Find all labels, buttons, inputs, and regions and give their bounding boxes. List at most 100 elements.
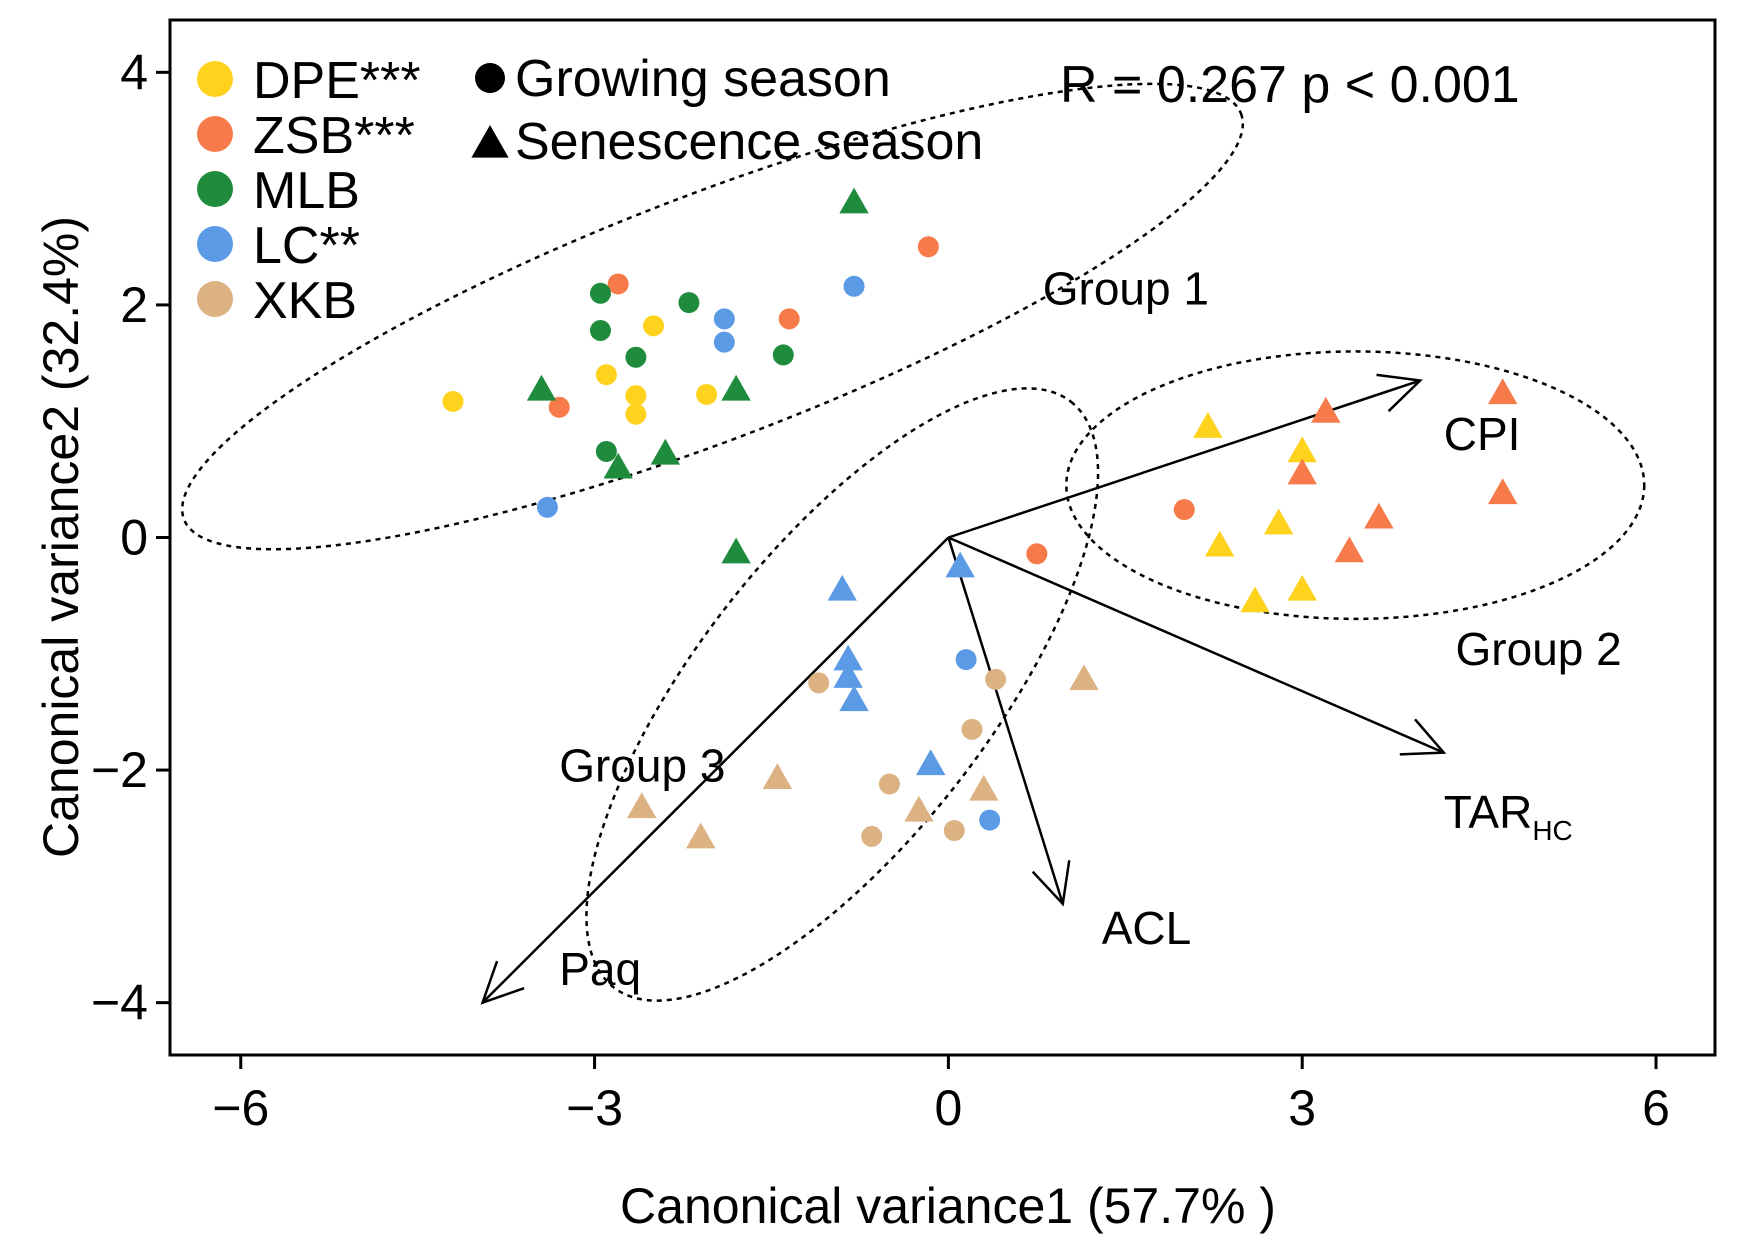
vector-line bbox=[947, 536, 1445, 754]
x-tick-label: −6 bbox=[212, 1080, 269, 1136]
data-point-triangle bbox=[627, 792, 657, 819]
vector-line bbox=[481, 536, 950, 1004]
group-ellipse bbox=[1065, 350, 1646, 621]
data-point-circle bbox=[778, 308, 800, 330]
data-point-triangle bbox=[1287, 574, 1317, 601]
group-ellipse bbox=[180, 82, 1245, 551]
data-point-circle bbox=[808, 672, 830, 694]
data-point-triangle bbox=[1488, 478, 1518, 505]
data-point-circle bbox=[979, 809, 1001, 831]
data-point-triangle bbox=[1263, 508, 1294, 535]
data-point-circle bbox=[861, 825, 883, 847]
legend-site-marker bbox=[197, 61, 233, 97]
group-label: Group 1 bbox=[1043, 262, 1209, 314]
data-point-circle bbox=[713, 308, 735, 330]
legend-site-marker bbox=[197, 116, 233, 152]
data-point-triangle bbox=[969, 774, 999, 801]
data-point-circle bbox=[536, 496, 558, 518]
data-point-circle bbox=[625, 403, 647, 425]
legend-season-label: Growing season bbox=[515, 50, 891, 108]
data-point-circle bbox=[985, 668, 1007, 690]
group-label: Group 2 bbox=[1456, 623, 1622, 675]
data-point-triangle bbox=[1311, 396, 1341, 423]
y-tick-label: 4 bbox=[120, 44, 148, 100]
data-point-circle bbox=[678, 292, 700, 314]
data-point-triangle bbox=[839, 685, 869, 712]
data-point-circle bbox=[607, 273, 629, 295]
data-point-triangle bbox=[1488, 378, 1518, 405]
data-point-circle bbox=[772, 344, 794, 366]
data-point-circle bbox=[878, 773, 900, 795]
legend-season-marker bbox=[475, 63, 505, 93]
data-point-circle bbox=[1173, 499, 1195, 521]
vector-label: CPI bbox=[1444, 408, 1521, 460]
legend-season-marker bbox=[471, 125, 509, 158]
data-point-triangle bbox=[839, 187, 869, 214]
legend-site-label: MLB bbox=[253, 162, 360, 220]
vector-label: Paq bbox=[559, 943, 641, 995]
legend-season-label: Senescence season bbox=[515, 113, 983, 171]
data-point-triangle bbox=[833, 644, 863, 671]
vector-arrowhead bbox=[1399, 718, 1447, 756]
data-point-triangle bbox=[686, 822, 716, 849]
group-ellipse bbox=[585, 387, 1100, 1002]
legend-site-marker bbox=[197, 226, 233, 262]
data-point-circle bbox=[1026, 543, 1048, 565]
x-tick-label: 0 bbox=[934, 1080, 962, 1136]
stat-text: R = 0.267 p < 0.001 bbox=[1060, 56, 1520, 114]
data-point-triangle bbox=[1287, 458, 1317, 485]
data-point-triangle bbox=[916, 749, 946, 776]
data-point-triangle bbox=[1069, 664, 1099, 691]
data-point-triangle bbox=[721, 537, 751, 564]
data-point-triangle bbox=[827, 574, 857, 601]
x-axis-label: Canonical variance1 (57.7% ) bbox=[620, 1178, 1276, 1234]
data-point-circle bbox=[548, 396, 570, 418]
data-point-circle bbox=[713, 331, 735, 353]
x-tick-label: 3 bbox=[1288, 1080, 1316, 1136]
data-point-circle bbox=[696, 383, 718, 405]
vector-label: TARHC bbox=[1444, 786, 1573, 846]
legend-site-label: DPE*** bbox=[253, 52, 421, 110]
data-point-triangle bbox=[1364, 502, 1394, 529]
data-point-triangle bbox=[1334, 536, 1365, 563]
data-point-circle bbox=[625, 385, 647, 407]
data-point-circle bbox=[589, 320, 611, 341]
data-point-triangle bbox=[603, 452, 633, 479]
legend-site-label: ZSB*** bbox=[253, 107, 415, 165]
data-point-circle bbox=[442, 390, 464, 412]
legend-site-label: LC** bbox=[253, 217, 360, 275]
y-tick-label: −4 bbox=[91, 975, 148, 1031]
vector-arrowhead bbox=[480, 960, 525, 1005]
vector-label: ACL bbox=[1102, 902, 1191, 954]
plot-frame bbox=[168, 18, 1717, 1057]
vector-arrowhead bbox=[1031, 860, 1071, 907]
y-axis-label: Canonical variance2 (32.4%) bbox=[33, 216, 89, 858]
data-point-triangle bbox=[1287, 436, 1317, 463]
y-tick-label: 2 bbox=[120, 277, 148, 333]
legend-site-marker bbox=[197, 171, 233, 207]
x-tick-label: 6 bbox=[1642, 1080, 1670, 1136]
data-point-circle bbox=[589, 282, 611, 304]
data-point-circle bbox=[917, 236, 939, 258]
data-point-triangle bbox=[650, 438, 681, 465]
data-point-triangle bbox=[945, 551, 975, 578]
y-tick-label: −2 bbox=[91, 742, 148, 798]
data-point-triangle bbox=[904, 795, 934, 822]
data-point-circle bbox=[625, 346, 647, 368]
data-point-triangle bbox=[721, 374, 751, 401]
data-point-circle bbox=[595, 364, 617, 386]
data-point-triangle bbox=[833, 662, 863, 688]
data-point-circle bbox=[955, 649, 977, 671]
vector-arrowhead bbox=[1376, 373, 1423, 413]
data-point-triangle bbox=[762, 763, 793, 790]
y-tick-label: 0 bbox=[120, 510, 148, 566]
legend-site-label: XKB bbox=[253, 272, 357, 330]
data-point-triangle bbox=[1193, 412, 1223, 438]
vector-line bbox=[948, 379, 1421, 539]
vector-line bbox=[947, 537, 1064, 905]
data-point-triangle bbox=[526, 374, 557, 401]
data-point-circle bbox=[595, 440, 617, 462]
x-tick-label: −3 bbox=[566, 1080, 623, 1136]
